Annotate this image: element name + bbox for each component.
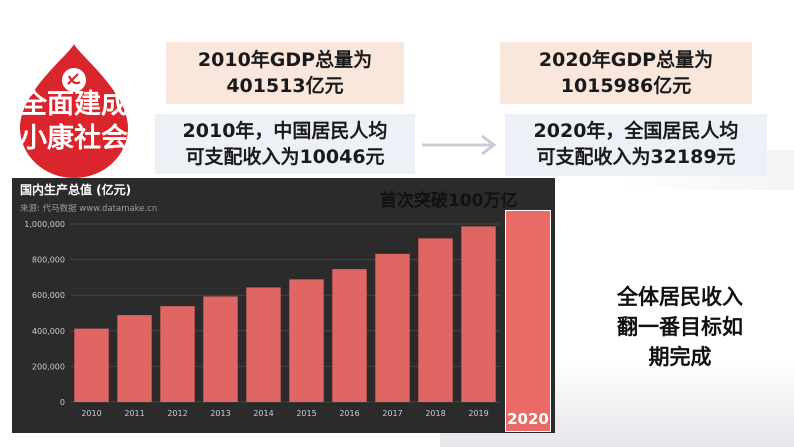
bar-2018 <box>418 238 453 402</box>
bar-2020-highlight <box>505 210 551 432</box>
badge-line-2: 小康社会 <box>20 123 128 154</box>
gdp-2020-box: 2020年GDP总量为 1015986亿元 <box>500 42 752 104</box>
bar-2013 <box>203 296 238 402</box>
y-tick-label: 600,000 <box>32 291 65 300</box>
x-tick-label: 2017 <box>382 409 402 418</box>
bar-2011 <box>117 315 152 402</box>
y-tick-label: 200,000 <box>32 362 65 371</box>
income-2010-box: 2010年，中国居民人均 可支配收入为10046元 <box>155 114 415 174</box>
income-2010-line-2: 可支配收入为10046元 <box>185 146 385 168</box>
chart-subtitle: 来源: 代马数据 www.datamake.cn <box>20 203 157 214</box>
gdp-chart: 国内生产总值 (亿元) 来源: 代马数据 www.datamake.cn 0 20… <box>12 178 555 433</box>
bar-2014 <box>246 287 281 402</box>
gdp-2020-line-1: 2020年GDP总量为 <box>538 49 714 71</box>
x-tick-label: 2015 <box>296 409 316 418</box>
gdp-2010-line-1: 2010年GDP总量为 <box>197 49 373 71</box>
bar-2017 <box>375 253 410 402</box>
gdp-2010-line-2: 401513亿元 <box>226 75 344 97</box>
x-tick-label: 2013 <box>210 409 230 418</box>
x-tick-label: 2014 <box>253 409 273 418</box>
badge-drop-shape <box>20 44 128 178</box>
income-2020-box: 2020年，全国居民人均 可支配收入为32189元 <box>505 114 767 176</box>
x-tick-label: 2010 <box>81 409 101 418</box>
x-tick-label: 2016 <box>339 409 359 418</box>
y-tick-label: 1,000,000 <box>24 220 65 229</box>
badge-text: 全面建成 小康社会 <box>10 88 138 156</box>
y-tick-label: 0 <box>60 398 65 407</box>
y-tick-label: 800,000 <box>32 256 65 265</box>
x-tick-label: 2019 <box>468 409 488 418</box>
chart-highlight-label: 首次突破100万亿 <box>380 191 518 211</box>
gdp-chart-svg: 国内生产总值 (亿元) 来源: 代马数据 www.datamake.cn 0 20… <box>20 182 500 418</box>
bar-2019 <box>461 226 496 402</box>
income-2010-line-1: 2010年，中国居民人均 <box>182 120 388 142</box>
income-2020-line-2: 可支配收入为32189元 <box>536 146 736 168</box>
chart-title: 国内生产总值 (亿元) <box>20 182 131 197</box>
x-tick-label: 2012 <box>167 409 187 418</box>
bar-2012 <box>160 306 195 402</box>
conclusion-line-1: 全体居民收入 <box>617 285 743 309</box>
income-2020-line-1: 2020年，全国居民人均 <box>533 120 739 142</box>
bar-2016 <box>332 269 367 402</box>
badge-line-1: 全面建成 <box>20 89 128 120</box>
party-emblem-icon <box>62 68 86 92</box>
bar-2015 <box>289 279 324 402</box>
gdp-2010-box: 2010年GDP总量为 401513亿元 <box>166 42 404 104</box>
x-tick-label: 2011 <box>124 409 144 418</box>
y-tick-label: 400,000 <box>32 327 65 336</box>
conclusion-line-2: 翻一番目标如 <box>617 315 743 339</box>
badge: 全面建成 小康社会 <box>10 40 138 180</box>
arrow-right-icon <box>422 134 497 156</box>
conclusion-text: 全体居民收入 翻一番目标如 期完成 <box>585 282 775 372</box>
x-tick-label: 2018 <box>425 409 445 418</box>
gdp-2020-line-2: 1015986亿元 <box>560 75 692 97</box>
conclusion-line-3: 期完成 <box>648 345 712 369</box>
bar-2010 <box>74 328 109 402</box>
bar-2020-label: 2020 <box>507 410 549 428</box>
